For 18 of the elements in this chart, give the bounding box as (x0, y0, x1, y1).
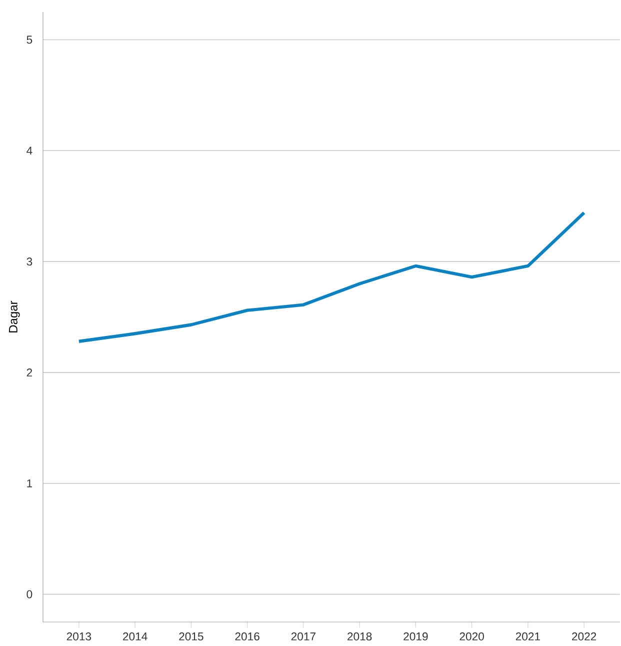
x-tick-label: 2017 (291, 632, 316, 640)
y-tick-label: 1 (27, 479, 32, 488)
x-tick-label: 2013 (66, 632, 92, 640)
x-tick-label: 2018 (348, 632, 372, 640)
y-tick-label: 2 (26, 368, 32, 376)
x-tick-label: 2019 (404, 632, 428, 640)
y-tick-label: 3 (26, 258, 32, 266)
y-tick-label: 0 (26, 590, 32, 598)
y-axis-title: Dagar (9, 300, 20, 332)
y-tick-label: 4 (26, 146, 32, 155)
x-tick-label: 2021 (516, 632, 540, 640)
x-tick-label: 2016 (235, 632, 260, 640)
x-tick-label: 2022 (572, 632, 596, 640)
line-series (77, 211, 586, 343)
x-tick-label: 2015 (179, 632, 204, 640)
x-tick-label: 2020 (460, 632, 484, 640)
y-tick-label: 5 (26, 36, 32, 44)
x-tick-label: 2014 (123, 632, 148, 640)
